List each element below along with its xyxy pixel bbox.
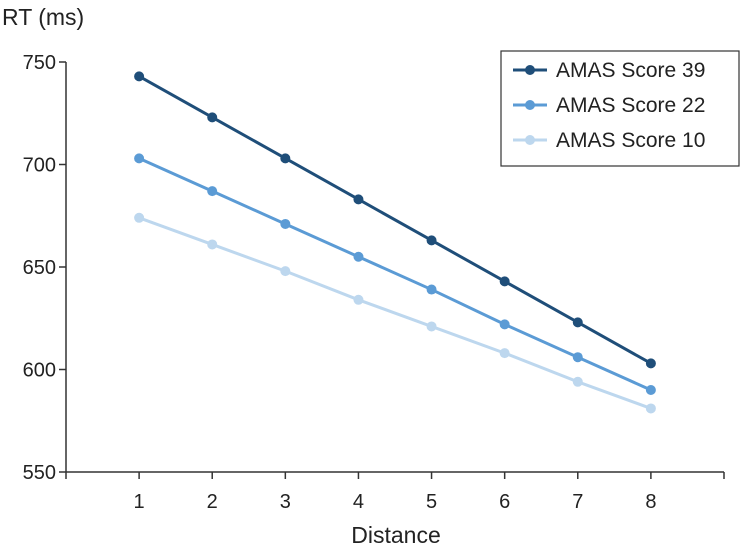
y-tick-label: 550	[23, 462, 56, 484]
x-tick-label: 5	[426, 491, 437, 513]
data-point	[499, 276, 510, 287]
series-layer	[134, 71, 656, 414]
legend-label: AMAS Score 22	[556, 94, 705, 117]
x-tick-label: 2	[207, 491, 218, 513]
data-point	[353, 251, 364, 262]
data-point	[499, 348, 510, 359]
series-line	[138, 216, 652, 410]
series-line	[138, 75, 652, 365]
x-tick-label: 7	[572, 491, 583, 513]
x-axis: 1 2 3 4 5 6 7 8	[65, 472, 725, 513]
x-tick-label: 8	[645, 491, 656, 513]
legend-swatch-marker	[525, 100, 535, 110]
legend-swatch-marker	[525, 135, 535, 145]
data-point	[645, 403, 656, 414]
data-point	[645, 385, 656, 395]
y-axis-title: RT (ms)	[2, 4, 84, 30]
data-point	[207, 186, 218, 197]
series-line	[138, 156, 652, 392]
y-tick-label: 700	[23, 155, 56, 177]
series-amas-score-10	[134, 212, 656, 414]
data-point	[280, 218, 291, 229]
y-tick-label: 600	[23, 360, 56, 382]
data-point	[207, 112, 218, 123]
data-point	[426, 235, 437, 246]
data-point	[134, 71, 145, 82]
x-tick-label: 1	[134, 491, 145, 513]
y-tick-label: 650	[23, 257, 56, 279]
x-tick-label: 4	[353, 491, 364, 513]
legend-swatch-marker	[525, 65, 535, 75]
legend-label: AMAS Score 39	[556, 59, 705, 82]
data-point	[572, 376, 583, 387]
data-point	[134, 153, 145, 164]
x-axis-title: Distance	[351, 522, 440, 548]
data-point	[572, 352, 583, 363]
legend-label: AMAS Score 10	[556, 129, 705, 152]
data-point	[280, 266, 291, 277]
data-point	[426, 321, 437, 332]
data-point	[280, 153, 291, 164]
x-tick-label: 6	[499, 491, 510, 513]
series-amas-score-22	[134, 153, 656, 395]
data-point	[572, 317, 583, 328]
series-amas-score-39	[134, 71, 656, 369]
y-tick-label: 750	[23, 52, 56, 74]
y-axis: 550 600 650 700 750	[23, 52, 66, 484]
data-point	[499, 319, 510, 330]
data-point	[353, 294, 364, 305]
data-point	[207, 239, 218, 250]
data-point	[426, 284, 437, 295]
x-tick-label: 3	[280, 491, 291, 513]
data-point	[134, 212, 145, 223]
data-point	[645, 358, 656, 369]
legend: AMAS Score 39 AMAS Score 22 AMAS Score 10	[500, 50, 740, 167]
data-point	[353, 194, 364, 205]
